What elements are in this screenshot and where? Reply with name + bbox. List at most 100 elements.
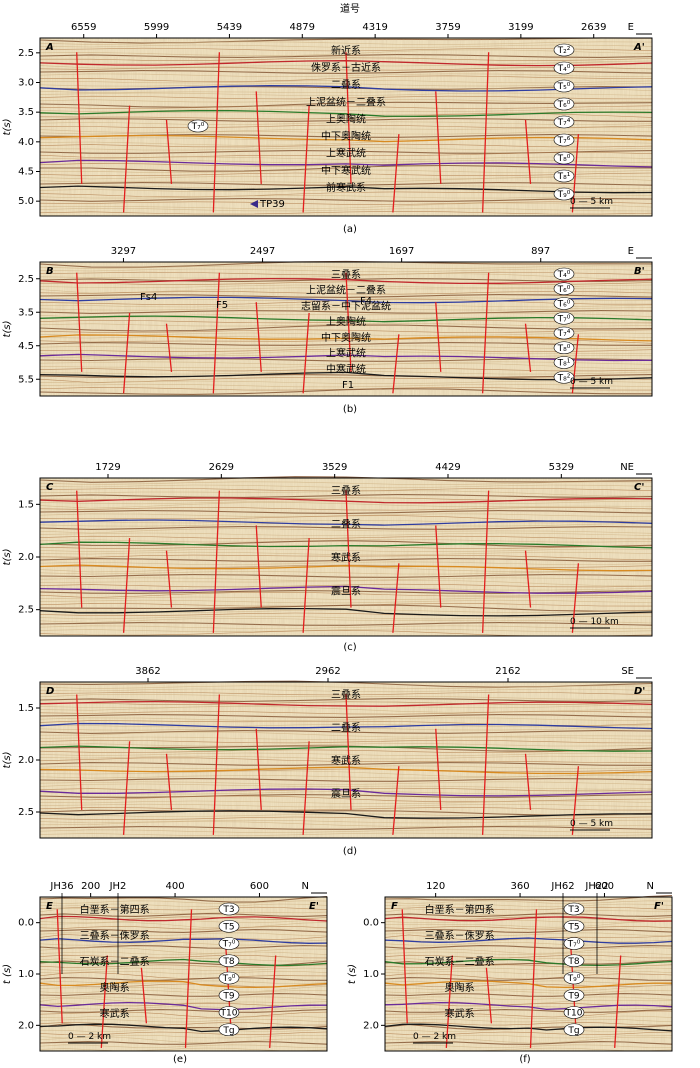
fault-line bbox=[76, 490, 83, 608]
horizon-line bbox=[39, 315, 653, 323]
horizon-tag bbox=[563, 954, 585, 968]
horizon-tag bbox=[553, 79, 575, 93]
stratigraphic-unit-label: 二叠系 bbox=[331, 722, 361, 734]
stratigraphic-unit-label: 上寒武统 bbox=[326, 347, 366, 360]
fault-line bbox=[445, 955, 453, 1048]
stratigraphic-unit-label: 志留系－中下泥盆统 bbox=[301, 299, 391, 312]
scale-bar-label: 0 — 10 km bbox=[570, 617, 619, 627]
x-tick-label: 360 bbox=[511, 881, 530, 892]
horizon-tag-label: T₇⁴ bbox=[557, 118, 571, 128]
horizon-line bbox=[39, 722, 653, 730]
direction-label: N bbox=[647, 881, 654, 892]
panel-e: 200 400 600 0.0 1.0 2.0 t (s) E E'N 白垩系－第四系三叠系－侏罗… bbox=[2, 881, 328, 1065]
well-label: TP39 bbox=[259, 199, 285, 210]
y-tick-label: 2.0 bbox=[18, 1020, 34, 1031]
horizon-tag bbox=[563, 988, 585, 1002]
horizon-tag bbox=[563, 919, 585, 933]
horizon-tag bbox=[563, 971, 585, 985]
y-tick-label: 0.0 bbox=[18, 918, 34, 929]
horizon-line bbox=[39, 1023, 328, 1033]
fault-line bbox=[481, 52, 490, 213]
horizon-tag bbox=[218, 937, 240, 950]
stratigraphic-unit-label: 寒武系 bbox=[331, 551, 361, 564]
panel-caption: (d) bbox=[343, 846, 357, 857]
well-label: JH22 bbox=[584, 881, 608, 892]
fault-line bbox=[255, 728, 262, 810]
fault-line bbox=[481, 272, 490, 394]
fault-line bbox=[76, 272, 83, 372]
fault-line bbox=[165, 753, 173, 810]
horizon-line bbox=[39, 915, 328, 922]
horizon-line bbox=[39, 519, 653, 526]
horizon-tag-label: T₉⁰ bbox=[557, 190, 571, 200]
horizon-line bbox=[39, 607, 653, 617]
stratigraphic-unit-label: 石炭系－二叠系 bbox=[425, 956, 495, 968]
y-tick-label: 1.0 bbox=[363, 969, 379, 980]
y-tick-label: 5.0 bbox=[18, 196, 34, 207]
panel-a: 6559 5999 5439 4879 4319 3759 3199 2639 2.5 3.0 3.… bbox=[2, 22, 653, 235]
fault-line bbox=[401, 909, 408, 1024]
horizon-tag-label: T8 bbox=[222, 957, 234, 967]
horizon-tag bbox=[218, 1023, 240, 1037]
corner-label-right: C' bbox=[634, 482, 644, 493]
x-tick-label: 5329 bbox=[549, 462, 574, 473]
stratigraphic-unit-label: 二叠系 bbox=[331, 79, 361, 91]
fault-line bbox=[571, 134, 580, 213]
horizon-tag bbox=[187, 119, 209, 133]
y-axis-label: t (s) bbox=[2, 964, 13, 984]
scale-bar-label: 0 — 5 km bbox=[570, 377, 613, 387]
y-axis-label: t(s) bbox=[2, 752, 13, 769]
panel-caption: (b) bbox=[343, 404, 357, 415]
y-tick-label: 2.5 bbox=[18, 48, 34, 59]
y-tick-label: 2.5 bbox=[18, 807, 34, 818]
y-tick-label: 5.5 bbox=[18, 374, 34, 385]
fault-line bbox=[481, 490, 490, 633]
horizon-line bbox=[39, 980, 328, 989]
horizon-line bbox=[39, 159, 653, 168]
stratigraphic-unit-label: 石炭系－二叠系 bbox=[80, 956, 150, 968]
fault-line bbox=[302, 312, 310, 394]
y-tick-label: 2.0 bbox=[18, 755, 34, 766]
stratigraphic-unit-label: 三叠系－侏罗系 bbox=[425, 930, 495, 942]
fault-line bbox=[524, 119, 532, 185]
horizon-line bbox=[384, 937, 673, 944]
direction-label: N bbox=[302, 881, 309, 892]
y-axis-label: t(s) bbox=[2, 321, 13, 338]
fault-line bbox=[122, 537, 131, 633]
stratigraphic-unit-label: 中下奥陶统 bbox=[321, 130, 371, 143]
horizon-tag-label: T₇⁰ bbox=[567, 940, 581, 950]
corner-label-left: B bbox=[46, 266, 54, 277]
stratigraphic-unit-label: 中下寒武统 bbox=[321, 164, 371, 177]
horizon-tag bbox=[553, 151, 575, 165]
horizon-tag bbox=[553, 370, 575, 384]
horizon-tag bbox=[218, 954, 240, 968]
corner-label-right: D' bbox=[634, 686, 645, 697]
stratigraphic-unit-label: 前寒武系 bbox=[326, 181, 366, 194]
horizon-tag-label: T₈¹ bbox=[557, 172, 571, 182]
horizon-tag bbox=[553, 311, 575, 325]
horizon-tag-label: T₇⁰ bbox=[557, 314, 571, 324]
horizon-tag-label: T8 bbox=[567, 957, 579, 967]
y-tick-label: 1.5 bbox=[18, 499, 34, 510]
stratigraphic-unit-label: 白垩系－第四系 bbox=[425, 903, 495, 916]
fault-line bbox=[100, 955, 108, 1048]
fault-line bbox=[614, 955, 622, 1048]
fault-line bbox=[255, 91, 262, 184]
horizon-tag bbox=[553, 187, 575, 201]
horizon-line bbox=[384, 916, 673, 922]
corner-label-left: A bbox=[45, 42, 54, 53]
horizon-line bbox=[39, 958, 328, 966]
fault-line bbox=[345, 490, 352, 608]
fault-label: F5 bbox=[216, 300, 228, 311]
horizon-tag-label: T10 bbox=[565, 1009, 583, 1019]
horizon-tag bbox=[218, 919, 240, 933]
y-tick-label: 1.5 bbox=[18, 703, 34, 714]
x-tick-label: 2162 bbox=[495, 666, 520, 677]
x-tick-label: 4319 bbox=[362, 22, 387, 33]
scale-bar-label: 0 — 5 km bbox=[570, 197, 613, 207]
fault-line bbox=[255, 302, 262, 372]
horizon-tag bbox=[218, 902, 240, 916]
fault-line bbox=[571, 563, 580, 633]
horizon-tag-label: T₈¹ bbox=[557, 359, 571, 369]
